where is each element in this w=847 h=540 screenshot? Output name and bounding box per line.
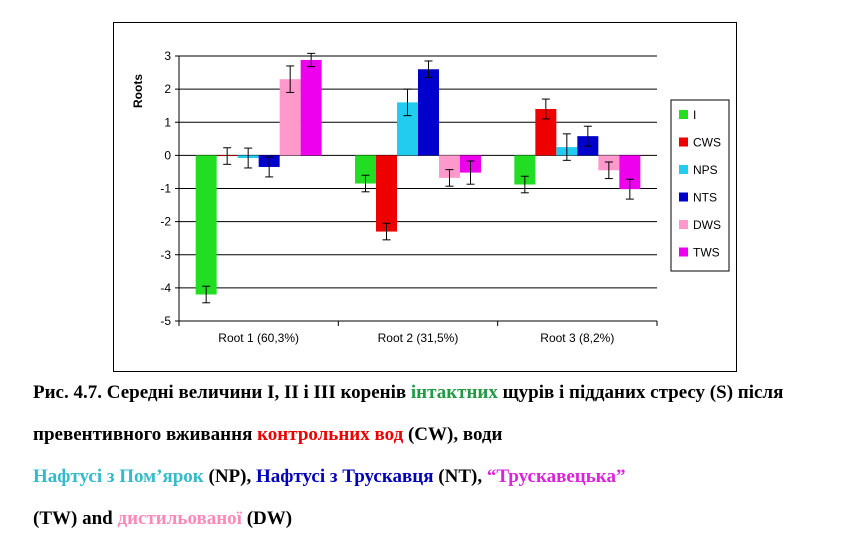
bar-dws-2 (439, 155, 460, 178)
legend-entry-dws: DWS (693, 218, 721, 232)
caption-control: контрольних вод (257, 424, 404, 445)
legend: I CWS NPS NTS DWS TWS (670, 99, 730, 272)
bar-tws-1 (300, 59, 322, 156)
bar-dws-1 (279, 79, 301, 156)
bar-cws-2 (376, 155, 397, 232)
bar-i-2 (355, 155, 376, 184)
bar-tws-3 (619, 155, 641, 190)
legend-box (670, 99, 730, 272)
legend-entry-i: I (693, 108, 696, 122)
legend-swatch-nps (679, 165, 688, 174)
legend-entry-nps: NPS (693, 163, 718, 177)
bar-cws-3 (535, 109, 557, 156)
x-tick-label: Root 2 (31,5%) (378, 331, 459, 345)
caption-text-1: Рис. 4.7. Середні величини I, II і III к… (33, 382, 411, 403)
caption-dw: дистильованої (117, 508, 242, 529)
bars (195, 52, 641, 304)
legend-swatch-cws (679, 137, 688, 147)
legend-entry-cws: CWS (693, 136, 721, 150)
bar-nps-2 (397, 102, 418, 156)
y-tick-label: -5 (160, 314, 171, 328)
y-tick-label: 1 (164, 115, 171, 129)
caption-text-7: (DW) (241, 508, 293, 529)
caption-text-3: (CW), води (403, 424, 503, 445)
chart-frame: 3 2 1 0 -1 -2 -3 -4 -5 Root 1 (60,3%) Root 2 (31,5… (113, 22, 737, 372)
caption-np: Нафтусі з Пом’ярок (33, 466, 204, 487)
legend-swatch-dws (679, 220, 688, 229)
y-tick-label: -2 (160, 215, 171, 229)
caption-intact: інтактних (410, 382, 498, 403)
caption-text-2: щурів і підданих стресу (S) після превен… (33, 382, 784, 445)
y-tick-label: 3 (164, 49, 171, 63)
caption-text-4: (NP), (203, 466, 256, 487)
axes: 3 2 1 0 -1 -2 -3 -4 -5 Root 1 (60,3%) Root 2 (31,5… (160, 49, 658, 345)
caption-nt: Нафтусі з Трускавця (255, 466, 434, 487)
chart: 3 2 1 0 -1 -2 -3 -4 -5 Root 1 (60,3%) Root 2 (31,5… (131, 49, 730, 345)
x-tick-label: Root 1 (60,3%) (218, 331, 299, 345)
legend-entry-tws: TWS (693, 246, 720, 260)
y-tick-label: -3 (160, 248, 171, 262)
bar-i-1 (195, 155, 217, 295)
y-tick-label: 2 (164, 82, 171, 96)
caption-tw: “Трускавецька” (486, 466, 626, 487)
y-tick-label: -4 (160, 281, 171, 295)
y-tick-label: -1 (160, 182, 171, 196)
legend-swatch-tws (679, 247, 688, 257)
bar-i-3 (514, 155, 536, 185)
legend-swatch-nts (679, 192, 688, 202)
caption-text-6: (TW) and (33, 508, 118, 529)
legend-swatch-i (679, 110, 688, 119)
bar-nts-2 (418, 69, 439, 156)
y-axis-label: Roots (131, 74, 145, 108)
x-tick-label: Root 3 (8,2%) (540, 331, 614, 345)
caption-text-5: (NT), (433, 466, 487, 487)
y-tick-label: 0 (164, 148, 171, 162)
legend-entry-nts: NTS (693, 191, 717, 205)
figure-caption: Рис. 4.7. Середні величини I, II і III к… (33, 372, 833, 540)
